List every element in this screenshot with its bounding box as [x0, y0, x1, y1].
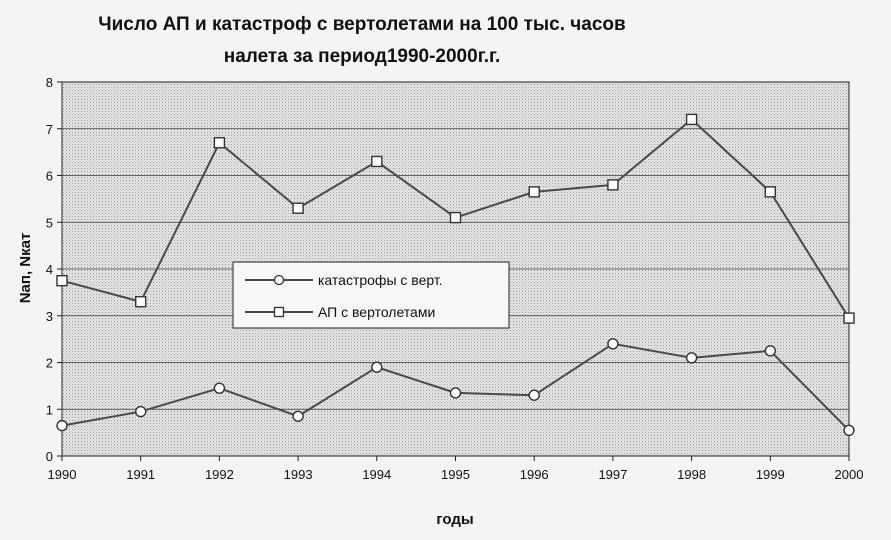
data-point-1-9 — [764, 186, 776, 198]
y-tick-label: 0 — [46, 449, 53, 464]
data-point-1-8 — [685, 113, 698, 126]
x-tick-label: 1996 — [520, 467, 549, 482]
y-tick-label: 8 — [46, 75, 53, 90]
x-tick-label: 1999 — [756, 467, 785, 482]
chart-title-line-2: налета за период1990-2000г.г. — [224, 46, 501, 67]
data-point-0-9 — [764, 345, 776, 357]
y-tick-label: 5 — [46, 215, 53, 230]
legend-marker-square — [273, 306, 285, 318]
x-tick-label: 1995 — [441, 467, 470, 482]
x-tick-label: 2000 — [835, 467, 864, 482]
x-tick-label: 1992 — [205, 467, 234, 482]
data-point-0-0 — [56, 419, 68, 432]
data-point-1-5 — [449, 211, 462, 224]
y-axis-label: Nап, Nкат — [17, 233, 34, 304]
x-tick-label: 1997 — [598, 467, 627, 482]
y-tick-label: 6 — [46, 169, 53, 184]
y-tick-label: 4 — [46, 262, 53, 277]
data-point-1-2 — [213, 137, 226, 149]
data-point-1-4 — [371, 155, 383, 168]
x-tick-label: 1993 — [284, 467, 313, 482]
data-point-0-3 — [292, 410, 304, 422]
y-tick-label: 2 — [46, 356, 53, 371]
data-point-0-1 — [134, 405, 147, 418]
legend: катастрофы с верт. АП с вертолетами — [232, 261, 510, 329]
data-point-1-3 — [292, 202, 304, 214]
data-point-1-0 — [56, 274, 68, 287]
legend-label-0: катастрофы с верт. — [318, 272, 443, 288]
data-point-0-8 — [685, 352, 698, 364]
y-tick-label: 7 — [46, 122, 53, 137]
data-point-1-1 — [134, 296, 147, 308]
data-point-1-6 — [528, 186, 540, 198]
data-point-0-10 — [843, 424, 855, 436]
y-tick-label: 1 — [46, 402, 53, 417]
x-tick-label: 1990 — [48, 467, 77, 482]
y-tick-label: 3 — [46, 309, 53, 324]
chart-title-line-1: Число АП и катастроф с вертолетами на 10… — [98, 14, 625, 35]
data-point-1-10 — [843, 312, 855, 324]
x-tick-label: 1994 — [362, 467, 391, 482]
series-layer — [56, 113, 855, 436]
data-point-0-7 — [607, 338, 619, 350]
x-tick-label: 1991 — [126, 467, 155, 482]
legend-marker-circle — [273, 274, 285, 286]
data-point-0-6 — [528, 389, 540, 401]
legend-label-1: АП с вертолетами — [318, 304, 435, 320]
data-point-0-4 — [371, 361, 383, 373]
x-axis-ticks: 1990 1991 1992 1993 1994 1995 1996 1997 1998 1999… — [48, 456, 864, 482]
x-axis-label: годы — [436, 511, 473, 528]
x-tick-label: 1998 — [677, 467, 706, 482]
data-point-0-5 — [449, 387, 462, 399]
data-point-0-2 — [213, 382, 226, 394]
y-axis-ticks: 0 1 2 3 4 5 6 7 8 — [46, 75, 62, 464]
data-point-1-7 — [607, 179, 619, 191]
